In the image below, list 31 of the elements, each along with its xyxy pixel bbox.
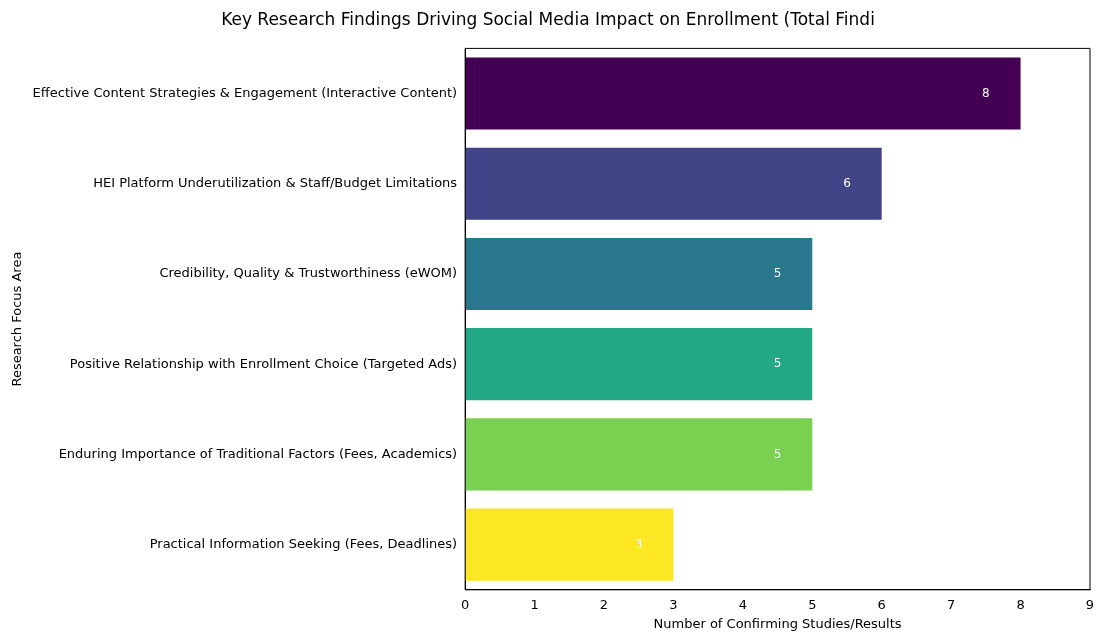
x-tick-label: 3: [669, 596, 678, 612]
data-label: 5: [773, 266, 782, 281]
x-tick-label: 7: [947, 596, 956, 612]
bar: [465, 57, 1021, 130]
y-tick-label: Practical Information Seeking (Fees, Deadlines): [149, 536, 458, 552]
bar: [465, 328, 813, 401]
bar: [465, 508, 674, 581]
x-tick-label: 4: [738, 596, 747, 612]
x-tick-label: 8: [1016, 596, 1025, 612]
y-tick-label: Credibility, Quality & Trustworthiness (eWOM): [159, 265, 458, 281]
chart-title: Key Research Findings Driving Social Media Impact on Enrollment (Total Findi: [221, 8, 875, 29]
y-tick-label: Effective Content Strategies & Engagement (Interactive Content): [32, 84, 458, 100]
y-tick-label: Positive Relationship with Enrollment Choice (Targeted Ads): [69, 355, 458, 371]
bar: [465, 418, 813, 491]
data-label: 3: [634, 536, 643, 551]
x-tick-label: 2: [599, 596, 609, 612]
y-tick-label: Enduring Importance of Traditional Factors (Fees, Academics): [58, 445, 458, 461]
x-tick-label: 0: [460, 596, 470, 612]
bar: [465, 237, 813, 311]
data-label: 5: [773, 356, 782, 371]
x-tick-label: 9: [1085, 596, 1095, 612]
x-axis-title: Number of Confirming Studies/Results: [653, 615, 902, 631]
x-tick-label: 6: [877, 596, 886, 612]
data-label: 6: [843, 175, 851, 190]
x-tick-label: 5: [808, 596, 817, 612]
x-tick-label: 1: [530, 596, 539, 612]
bar: [465, 147, 882, 220]
y-tick-label: HEI Platform Underutilization & Staff/Budget Limitations: [93, 175, 458, 191]
data-label: 5: [773, 446, 782, 461]
y-axis-title: Research Focus Area: [9, 251, 25, 387]
data-label: 8: [982, 85, 990, 100]
